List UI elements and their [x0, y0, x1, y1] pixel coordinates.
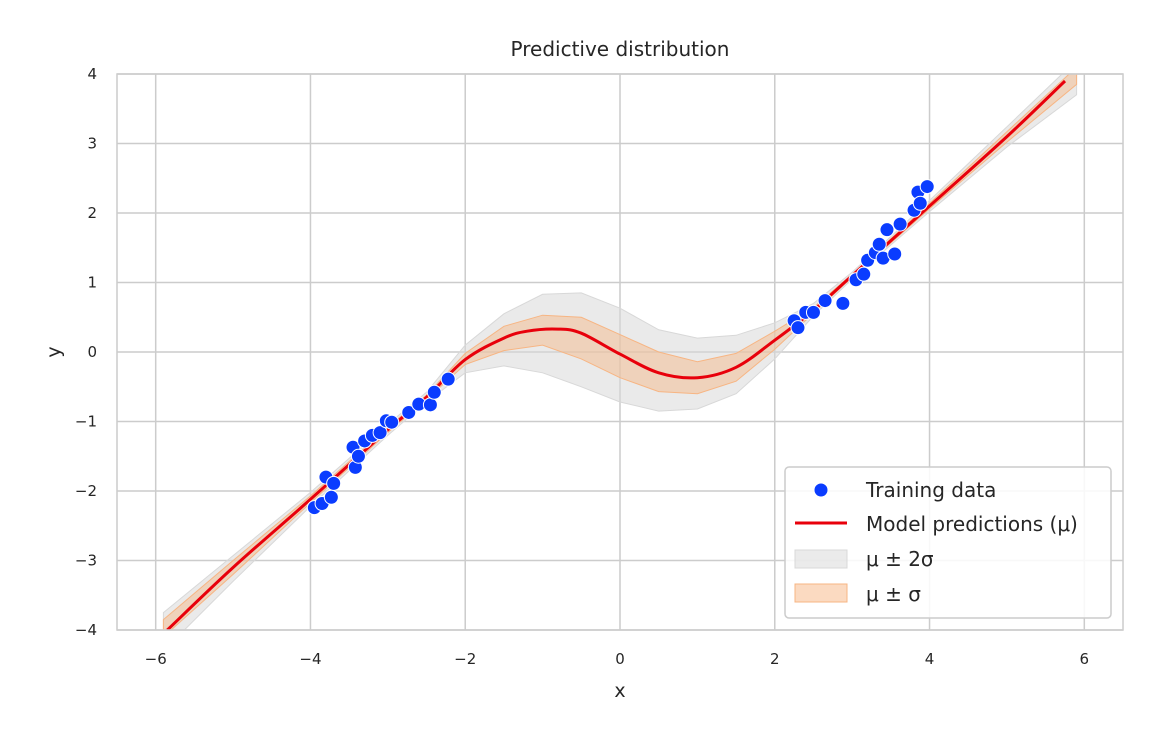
chart-title: Predictive distribution [511, 37, 730, 61]
legend-box [784, 466, 1112, 619]
legend-marker-training [813, 482, 829, 498]
legend-swatch-band1 [794, 583, 848, 603]
y-tick-labels: −4 −3 −2 −1 0 1 2 3 4 [75, 65, 97, 639]
training-point [422, 397, 438, 413]
training-point [426, 384, 442, 400]
x-tick-label: 0 [615, 650, 625, 668]
training-point [817, 293, 833, 309]
band-one-sigma [162, 74, 1078, 630]
training-point [856, 266, 872, 282]
x-axis-label: x [614, 680, 625, 702]
legend-label-band2: μ ± 2σ [866, 547, 934, 571]
y-axis-label: y [43, 346, 65, 357]
y-tick-label: −3 [75, 552, 97, 570]
training-point [892, 216, 908, 232]
y-tick-label: −4 [75, 621, 97, 639]
training-point [326, 475, 342, 491]
x-tick-label: −6 [145, 650, 167, 668]
y-tick-label: −1 [75, 413, 97, 431]
x-tick-label: −2 [454, 650, 476, 668]
plot-area [162, 74, 1078, 630]
training-point [790, 320, 806, 336]
training-point [887, 246, 903, 262]
training-point [440, 371, 456, 387]
legend-label-band1: μ ± σ [866, 582, 921, 606]
training-points [306, 179, 935, 516]
y-tick-label: 3 [87, 135, 97, 153]
plot-frame [116, 73, 1124, 631]
y-tick-label: 1 [87, 274, 97, 292]
legend: Training data Model predictions (μ) μ ± … [784, 466, 1112, 619]
training-point [805, 304, 821, 320]
legend-swatch-band2 [794, 549, 848, 569]
y-tick-label: 4 [87, 65, 97, 83]
x-tick-label: 4 [925, 650, 935, 668]
legend-label-training: Training data [865, 478, 996, 502]
legend-label-prediction: Model predictions (μ) [866, 512, 1078, 536]
training-point [323, 489, 339, 505]
y-tick-label: 0 [87, 343, 97, 361]
x-tick-label: −4 [299, 650, 321, 668]
training-point [372, 425, 388, 441]
training-point [912, 195, 928, 211]
x-tick-label: 2 [770, 650, 780, 668]
y-tick-label: −2 [75, 482, 97, 500]
training-point [835, 295, 851, 311]
band-two-sigma [162, 74, 1078, 630]
training-point [879, 222, 895, 238]
bands [162, 74, 1078, 630]
x-tick-labels: −6 −4 −2 0 2 4 6 [145, 650, 1089, 668]
training-point [919, 179, 935, 195]
training-point [401, 404, 417, 420]
y-tick-label: 2 [87, 204, 97, 222]
training-point [350, 448, 366, 464]
training-point [384, 414, 400, 430]
training-point [871, 236, 887, 252]
x-tick-label: 6 [1080, 650, 1090, 668]
